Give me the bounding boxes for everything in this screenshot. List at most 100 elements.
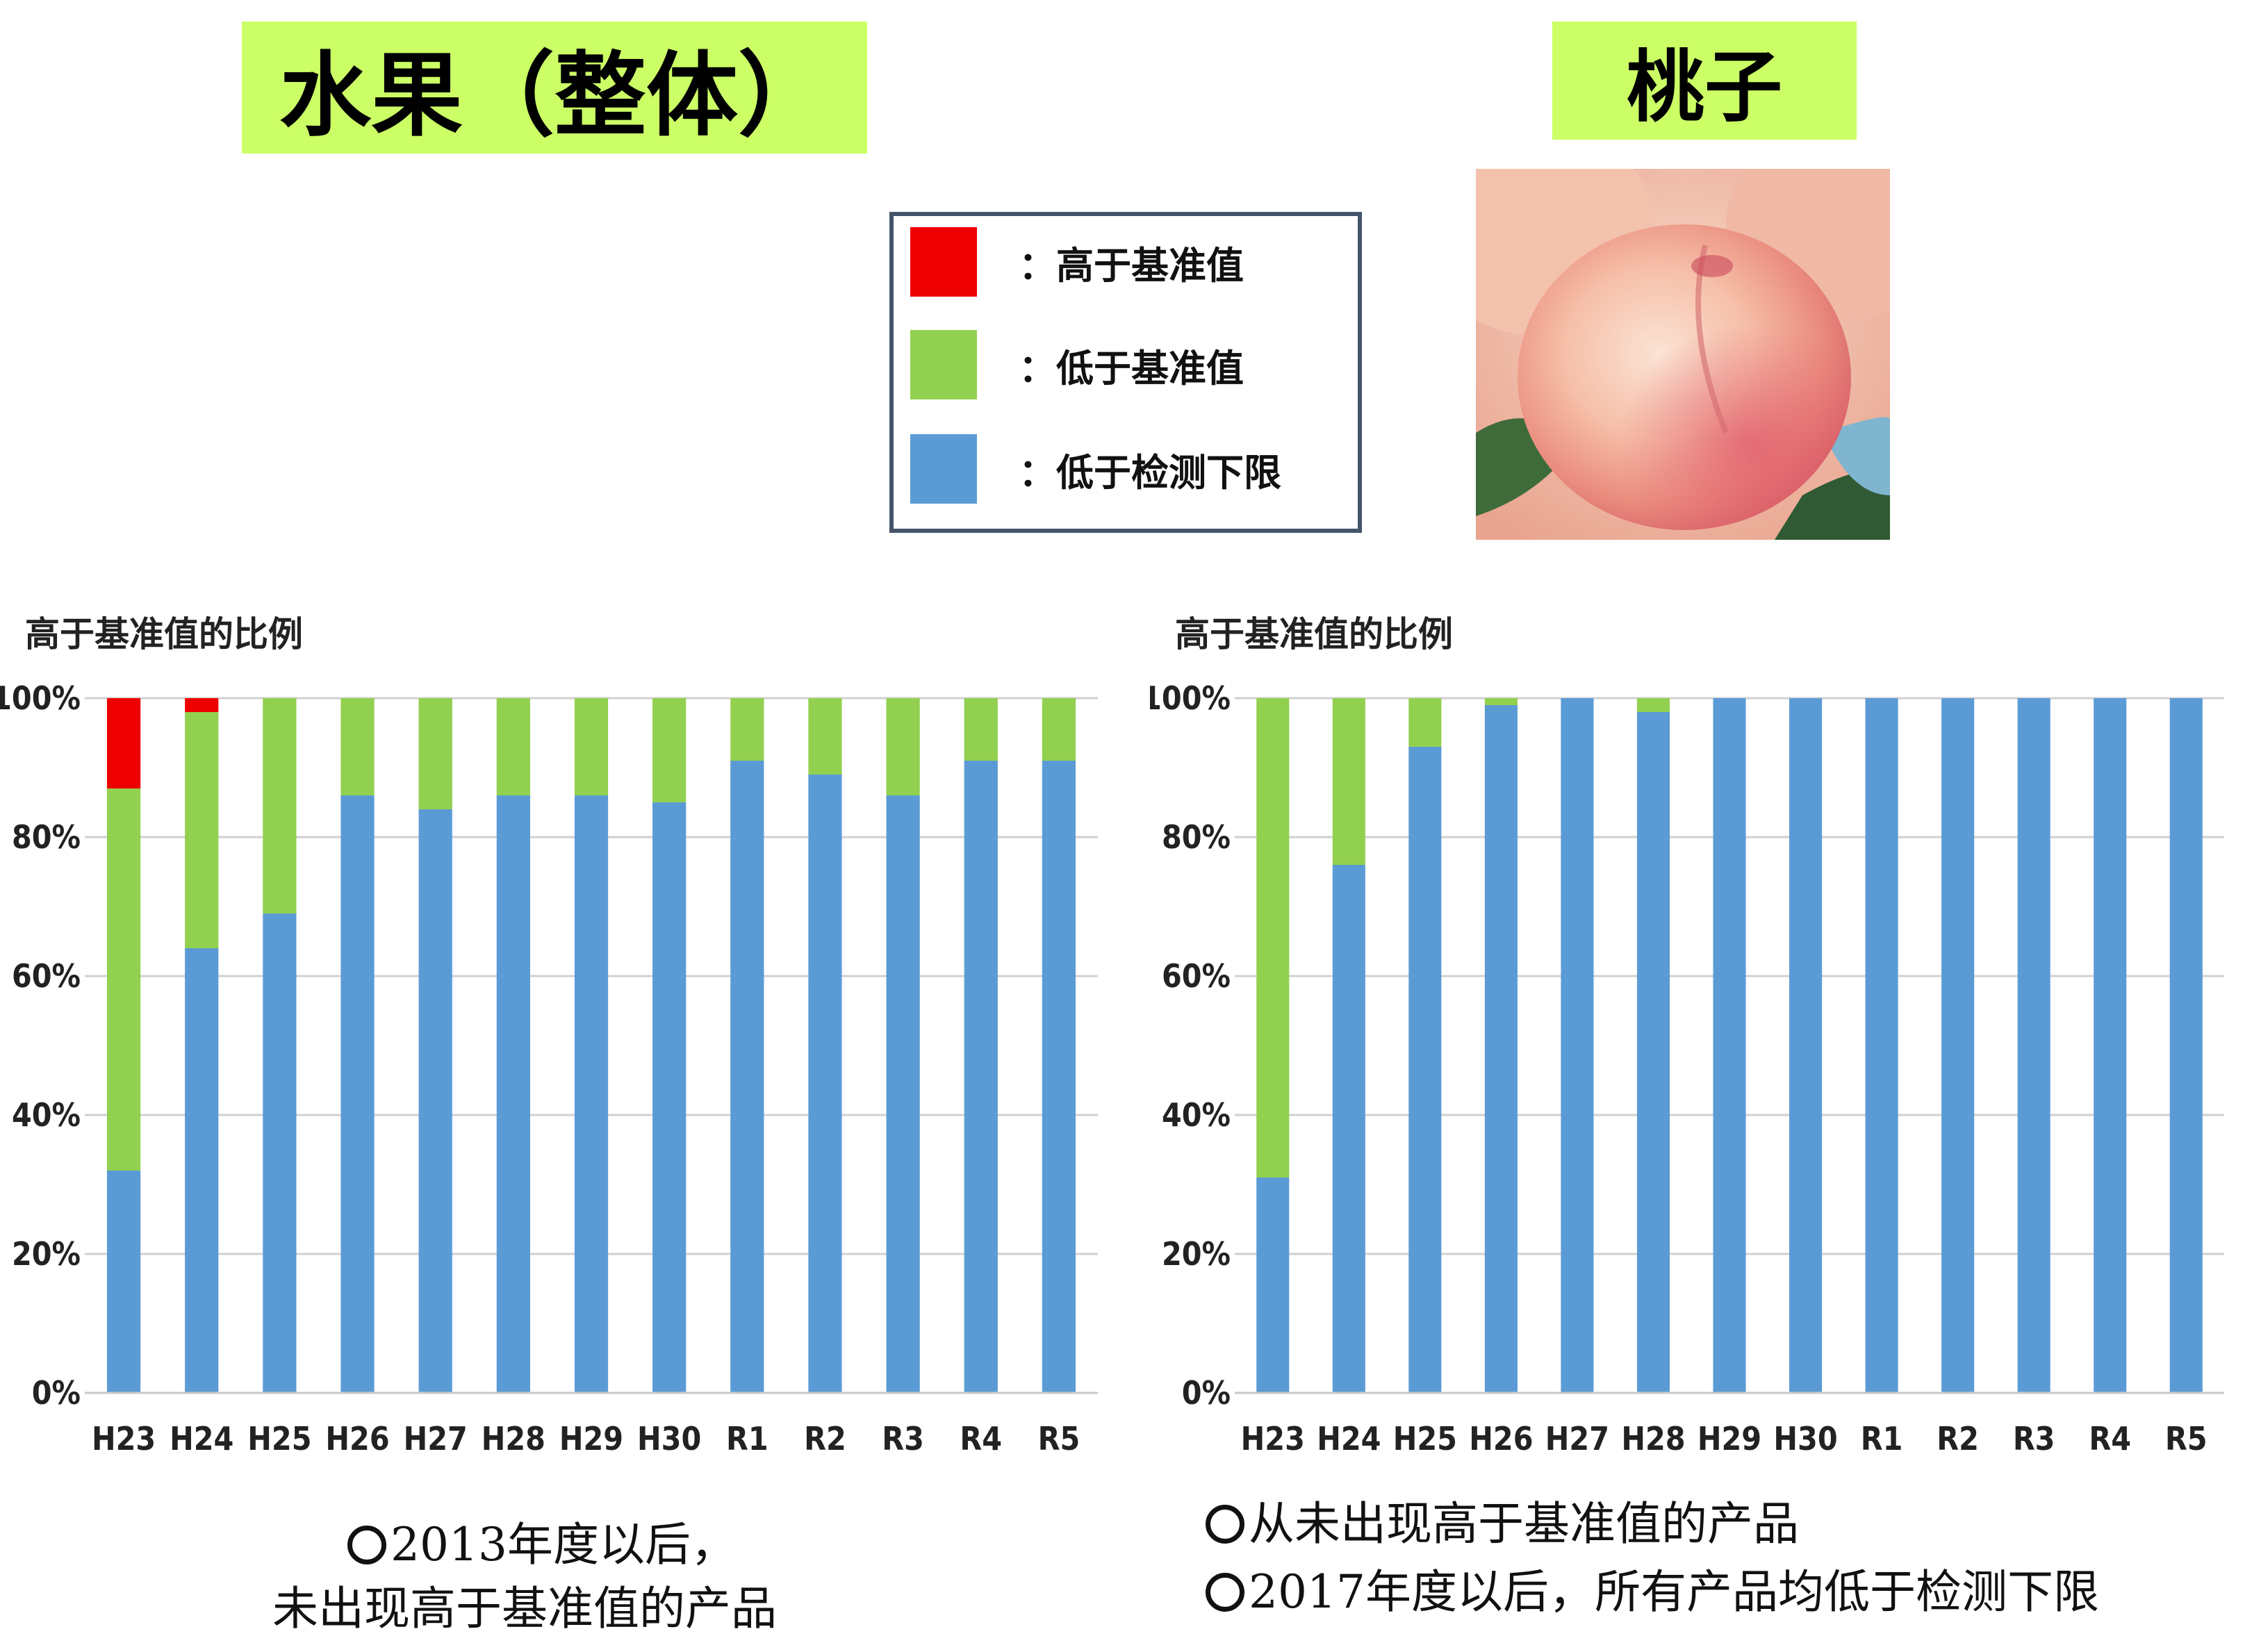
left-chart-xtick-label: R1 — [726, 1420, 769, 1457]
left-chart-bar-H24-s1 — [185, 712, 219, 948]
left-chart-bar-R3-s1 — [886, 698, 920, 795]
right-chart-bar-H23-s1 — [1256, 698, 1290, 1178]
right-chart-xtick-label: R2 — [1937, 1420, 1979, 1457]
right-chart-xtick-label: H28 — [1621, 1420, 1685, 1457]
left-chart-xtick-label: H29 — [559, 1420, 623, 1457]
right-chart-bar-H24-s1 — [1332, 698, 1365, 865]
title-peach: 桃子 — [1552, 22, 1857, 140]
chart-peach: 高于基准值的比例 0% 20% 40% 60% 80% 100% H23 H24 H25 H26 H2… — [1150, 614, 2224, 1457]
left-chart-bar-H24-s2 — [185, 698, 219, 712]
left-chart-bar-H30-s1 — [652, 698, 687, 802]
title-fruit-overall: 水果（整体） — [242, 22, 867, 154]
right-chart-xtick-label: H29 — [1698, 1420, 1761, 1457]
left-chart-ytick-label: 100% — [0, 679, 81, 717]
right-chart-xtick-label: H27 — [1545, 1420, 1609, 1457]
note-left-line-2: 未出现高于基准值的产品 — [272, 1571, 777, 1638]
left-chart-xtick-label: R5 — [1038, 1420, 1080, 1457]
right-chart-ytick-label: 100% — [1150, 679, 1231, 717]
right-chart-bar-H23-s0 — [1256, 1178, 1290, 1393]
circle-icon — [1206, 1573, 1244, 1612]
right-chart-bar-H25-s0 — [1408, 747, 1442, 1393]
left-chart-bar-H24-s0 — [185, 948, 219, 1393]
left-chart-bar-H25-s1 — [263, 698, 297, 914]
note-left-line-1: 2013年度以后， — [347, 1508, 737, 1574]
right-chart-bar-R3-s0 — [2017, 698, 2050, 1393]
note-right-line-2: 2017年度以后，所有产品均低于检测下限 — [1206, 1555, 2099, 1621]
left-chart-bar-H28-s1 — [496, 698, 530, 795]
right-chart-xtick-label: H30 — [1773, 1420, 1837, 1457]
legend-swatch-blue — [910, 434, 977, 504]
left-chart-ytick-label: 60% — [12, 957, 81, 995]
left-chart-bar-R2-s1 — [808, 698, 842, 775]
legend-item-below-detection: ：低于检测下限 — [910, 434, 1281, 504]
left-chart-ytick-label: 20% — [12, 1235, 81, 1273]
right-chart-ytick-label: 0% — [1182, 1374, 1231, 1412]
right-chart-xtick-label: R5 — [2165, 1420, 2208, 1457]
peach-photo-icon — [1476, 169, 1890, 540]
left-chart-bar-H23-s2 — [106, 698, 141, 788]
left-chart-bar-R5-s0 — [1042, 761, 1076, 1393]
legend-swatch-red — [910, 227, 977, 297]
right-chart-bar-R4-s0 — [2094, 698, 2127, 1393]
note-text: 从未出现高于基准值的产品 — [1249, 1497, 1799, 1551]
left-chart-xtick-label: R3 — [882, 1420, 924, 1457]
right-chart-bar-H28-s1 — [1636, 698, 1670, 712]
left-chart-bar-H23-s0 — [106, 1171, 141, 1393]
left-chart-bar-R4-s1 — [964, 698, 998, 761]
left-chart-bar-R2-s0 — [808, 775, 842, 1393]
right-chart-xtick-label: R1 — [1861, 1420, 1903, 1457]
left-chart-bar-H28-s0 — [496, 795, 530, 1393]
left-chart-bar-H27-s0 — [418, 809, 452, 1393]
legend-item-below-standard: ：低于基准值 — [910, 330, 1244, 399]
left-chart-ytick-label: 0% — [32, 1374, 81, 1412]
left-chart-xtick-label: H23 — [92, 1420, 156, 1457]
left-chart-ylabel: 高于基准值的比例 — [25, 614, 303, 654]
left-chart-bar-R4-s0 — [964, 761, 998, 1393]
left-chart-ytick-label: 40% — [12, 1096, 81, 1134]
right-chart-xtick-label: R4 — [2089, 1420, 2131, 1457]
chart-fruit-overall: 高于基准值的比例 0% 20% 40% 60% 80% 100% H23 H24 H25 H26 H2… — [0, 614, 1098, 1457]
left-chart-xtick-label: H24 — [170, 1420, 233, 1457]
right-chart-xtick-label: R3 — [2013, 1420, 2055, 1457]
right-chart-bar-H29-s0 — [1713, 698, 1746, 1393]
right-chart-ylabel: 高于基准值的比例 — [1175, 614, 1453, 654]
legend-label: ：高于基准值 — [1019, 243, 1244, 288]
legend: ：高于基准值 ：低于基准值 ：低于检测下限 — [889, 212, 1362, 533]
right-chart-bar-H24-s0 — [1332, 865, 1365, 1393]
left-chart-bar-H26-s0 — [340, 795, 375, 1393]
right-chart-xtick-label: H23 — [1241, 1420, 1305, 1457]
right-chart-ytick-label: 80% — [1162, 818, 1231, 856]
right-chart-xtick-label: H25 — [1393, 1420, 1457, 1457]
right-chart-ytick-label: 40% — [1162, 1096, 1231, 1134]
right-chart-ytick-label: 60% — [1162, 957, 1231, 995]
left-chart-bar-H29-s0 — [574, 795, 609, 1393]
right-chart-bar-R5-s0 — [2169, 698, 2203, 1393]
left-chart-bar-H23-s1 — [106, 788, 141, 1171]
right-chart-xtick-label: H24 — [1317, 1420, 1381, 1457]
left-chart-xtick-label: H28 — [482, 1420, 545, 1457]
left-chart-xtick-label: R2 — [804, 1420, 846, 1457]
note-text: 2013年度以后， — [391, 1518, 737, 1571]
left-chart-bar-R1-s1 — [730, 698, 764, 761]
circle-icon — [347, 1526, 386, 1564]
left-chart-bar-H29-s1 — [574, 698, 609, 795]
right-chart-bar-H26-s0 — [1484, 705, 1518, 1393]
legend-item-above-standard: ：高于基准值 — [910, 227, 1244, 297]
legend-swatch-green — [910, 330, 977, 399]
right-chart-xtick-label: H26 — [1469, 1420, 1533, 1457]
left-chart-xtick-label: H27 — [404, 1420, 468, 1457]
left-chart-xtick-label: H26 — [325, 1420, 389, 1457]
right-chart-bar-R2-s0 — [1941, 698, 1975, 1393]
right-chart-ytick-label: 20% — [1162, 1235, 1231, 1273]
note-right-line-1: 从未出现高于基准值的产品 — [1206, 1487, 1799, 1553]
left-chart-xtick-label: H25 — [247, 1420, 311, 1457]
left-chart-xtick-label: H30 — [637, 1420, 701, 1457]
left-chart-bar-R3-s0 — [886, 795, 920, 1393]
left-chart-bar-R1-s0 — [730, 761, 764, 1393]
legend-label: ：低于检测下限 — [1019, 450, 1281, 495]
right-chart-bar-R1-s0 — [1865, 698, 1898, 1393]
note-text: 2017年度以后，所有产品均低于检测下限 — [1249, 1565, 2099, 1619]
right-chart-bar-H26-s1 — [1484, 698, 1518, 705]
left-chart-bar-H25-s0 — [263, 914, 297, 1393]
right-chart-bar-H27-s0 — [1561, 698, 1594, 1393]
